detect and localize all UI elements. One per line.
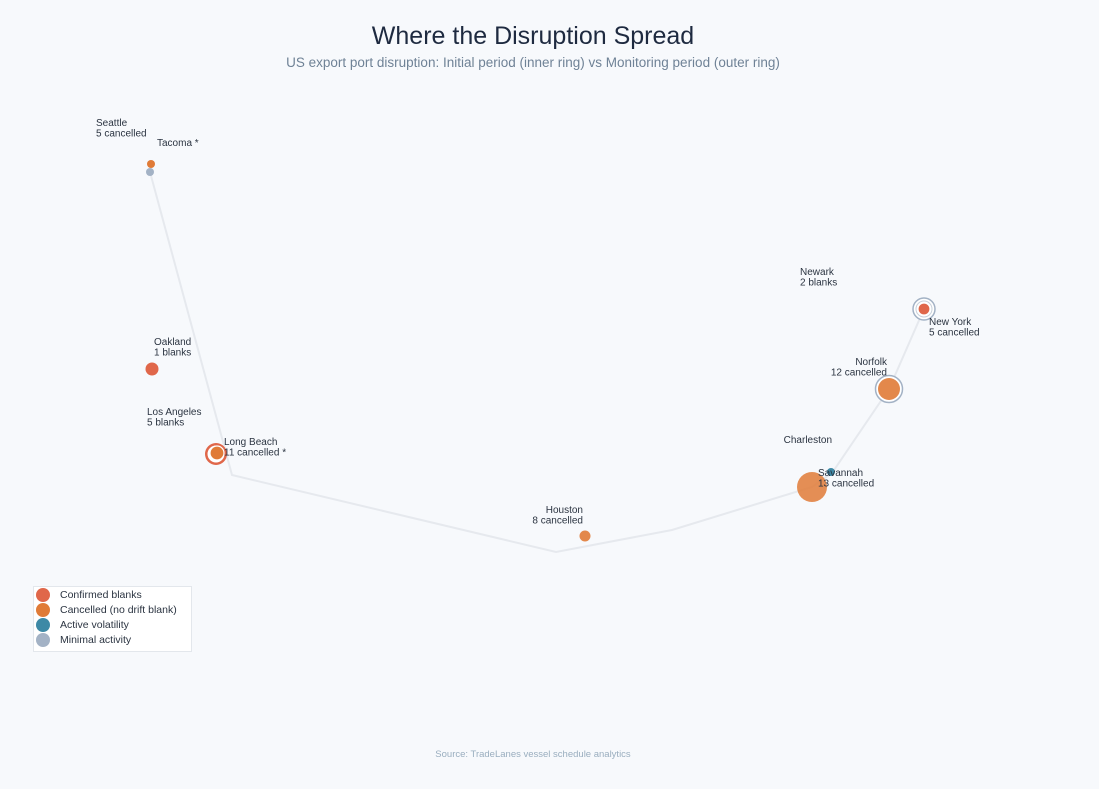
legend-item-volatile[interactable]: Active volatility: [34, 617, 191, 632]
port-stat-los-angeles: 5 blanks: [147, 418, 184, 429]
chart-subtitle: US export port disruption: Initial perio…: [286, 55, 780, 70]
port-stat-savannah: 13 cancelled: [818, 479, 874, 490]
chart-title: Where the Disruption Spread: [371, 22, 695, 50]
port-name-norfolk: Norfolk: [855, 357, 888, 368]
port-name-oakland: Oakland: [154, 337, 191, 348]
port-stat-long-beach: 11 cancelled *: [224, 448, 286, 459]
port-name-los-angeles: Los Angeles: [147, 407, 202, 418]
port-marker-long-beach[interactable]: [209, 445, 225, 461]
port-name-newark: Newark: [800, 267, 835, 278]
port-name-seattle: Seattle: [96, 118, 128, 129]
legend-label: Minimal activity: [60, 633, 132, 646]
port-name-charleston: Charleston: [784, 435, 832, 446]
port-name-savannah: Savannah: [818, 468, 863, 479]
port-stat-seattle: 5 cancelled: [96, 129, 147, 140]
port-stat-newark: 2 blanks: [800, 278, 837, 289]
port-marker-seattle[interactable]: [146, 168, 154, 176]
port-marker-tacoma[interactable]: [147, 160, 155, 168]
legend-item-minimal[interactable]: Minimal activity: [34, 632, 191, 647]
port-marker-new-york[interactable]: [917, 302, 931, 316]
port-marker-savannah[interactable]: [797, 472, 827, 502]
port-marker-charleston[interactable]: [827, 468, 835, 476]
confirmed-swatch-icon: [36, 587, 50, 602]
port-stat-new-york: 5 cancelled: [929, 328, 980, 339]
port-name-tacoma: Tacoma *: [157, 138, 199, 149]
port-stat-norfolk: 12 cancelled: [831, 368, 887, 379]
port-name-new-york: New York: [929, 317, 972, 328]
port-ring-newark: [915, 300, 933, 318]
port-name-houston: Houston: [546, 505, 583, 516]
legend-label: Active volatility: [60, 618, 129, 631]
legend-label: Cancelled (no drift blank): [60, 603, 177, 616]
port-marker-houston[interactable]: [579, 530, 591, 542]
port-stat-oakland: 1 blanks: [154, 348, 191, 359]
dot-layer: [145, 160, 931, 542]
legend-label: Confirmed blanks: [60, 588, 142, 601]
legend-item-confirmed[interactable]: Confirmed blanks: [34, 587, 191, 602]
volatile-swatch-icon: [36, 617, 50, 632]
port-name-long-beach: Long Beach: [224, 437, 277, 448]
west-coast-route: [149, 171, 925, 554]
legend: Confirmed blanks Cancelled (no drift bla…: [33, 586, 192, 652]
legend-item-cancelled[interactable]: Cancelled (no drift blank): [34, 602, 191, 617]
cancelled-swatch-icon: [36, 602, 50, 617]
port-marker-oakland[interactable]: [145, 362, 159, 376]
minimal-swatch-icon: [36, 632, 50, 647]
port-stat-houston: 8 cancelled: [532, 516, 583, 527]
source-note: Source: TradeLanes vessel schedule analy…: [435, 749, 631, 760]
port-marker-norfolk[interactable]: [878, 378, 900, 400]
